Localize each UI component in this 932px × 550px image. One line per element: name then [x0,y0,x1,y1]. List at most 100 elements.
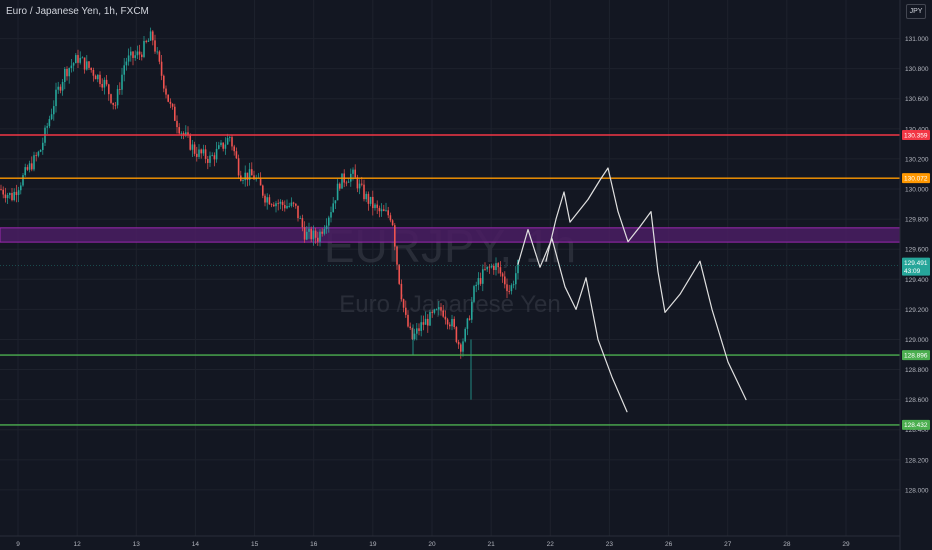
candle-body [138,51,141,55]
candle-body [202,149,205,154]
candle-body [149,31,152,41]
candle-body [277,203,279,205]
candle-body [475,284,477,287]
candle-body [220,142,222,146]
candle-body [394,225,396,247]
candle-body [499,267,502,274]
candle-body [59,86,62,91]
candle-body [325,225,328,230]
level-price-tag-text: 128.432 [904,422,928,429]
candle-body [191,144,194,150]
candle-body [248,169,251,180]
candle-body [33,155,35,170]
candle-body [94,75,97,80]
candle-body [253,175,255,180]
candle-body [88,61,90,68]
candle-body [286,205,288,209]
candle-body [152,31,154,41]
candle-body [431,311,433,313]
price-axis: 131.000 130.800 130.600 130.400 130.200 130.0… [899,0,929,550]
watermark-name: Euro / Japanese Yen [339,291,561,318]
candle-body [229,137,231,138]
candle-body [336,183,339,201]
candle-body [0,189,2,190]
candle-body [176,120,178,128]
candle-body [125,61,128,66]
candle-body [156,51,158,53]
candle-body [53,106,55,115]
candle-body [83,57,86,70]
resistance-zone[interactable] [0,227,901,243]
projection-drawings [517,167,747,413]
level-price-tag [902,130,930,141]
time-tick-label: 16 [310,541,318,548]
candle-body [365,193,367,200]
candle-body [198,149,200,157]
candle-body [433,309,436,313]
candle-body [9,193,11,195]
candle-body [378,207,381,212]
candle-body [218,145,220,149]
candle-body [306,231,308,240]
candle-body [112,102,114,105]
candle-body [46,126,48,128]
currency-button[interactable]: JPY [906,4,926,19]
candle-body [68,68,70,77]
candle-body [226,137,229,145]
candle-body [479,278,482,284]
candle-body [26,167,29,170]
candle-body [292,202,295,204]
horizontal-levels [0,134,900,426]
candle-body [273,204,275,207]
candle-body [99,74,101,84]
candle-body [204,149,207,159]
candle-body [449,324,451,327]
candle-body [440,307,442,311]
candle-body [512,284,515,286]
price-tick-label: 128.600 [905,397,929,404]
candle-body [418,328,420,331]
candle-body [213,155,216,160]
candle-body [510,285,513,292]
candle-body [367,193,370,204]
candle-body [64,68,66,83]
candle-body [473,286,475,302]
candle-body [242,180,244,181]
candle-body [39,149,42,152]
candle-body [211,155,213,157]
candle-body [497,263,499,268]
candle-body [209,155,211,163]
candle-body [77,55,79,63]
candle-body [70,65,73,69]
candle-body [400,283,403,300]
candle-body [363,184,365,200]
candle-body [215,148,218,160]
candle-body [178,127,180,134]
candle-body [147,40,150,42]
candle-body [284,205,286,209]
candle-body [354,169,356,178]
candle-body [389,215,392,221]
candle-body [407,314,409,327]
candle-body [345,182,348,184]
candle-body [57,86,59,90]
candle-body [187,132,189,135]
candle-body [193,144,196,154]
candle-body [266,197,268,203]
candle-body [405,307,407,315]
candle-body [48,119,51,127]
zone-rect [0,227,901,243]
candle-body [72,63,75,66]
price-tick-label: 131.000 [905,36,929,43]
candle-body [411,328,414,340]
candle-body [101,83,103,88]
time-tick-label: 12 [74,541,82,548]
candle-body [182,133,185,135]
candle-body [165,88,167,95]
candle-body [488,266,491,268]
time-tick-label: 9 [16,541,20,548]
price-tick-label: 128.000 [905,487,929,494]
time-tick-label: 19 [369,541,377,548]
candle-body [288,205,290,207]
